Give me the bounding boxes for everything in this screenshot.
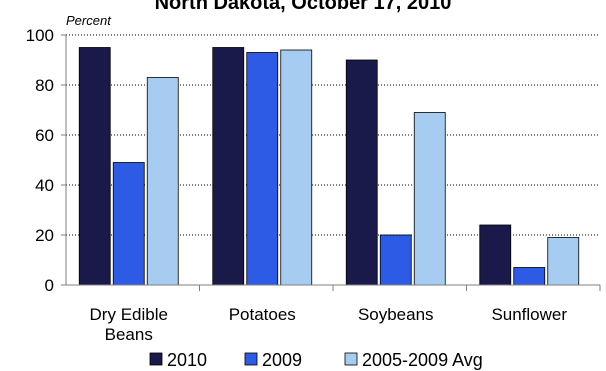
legend-swatch [344, 352, 358, 366]
bar-2005-2009-avg-0 [146, 77, 179, 286]
y-tick-label: 20 [35, 226, 54, 245]
bar-2009-3 [513, 267, 546, 286]
y-tick-label: 100 [26, 26, 54, 45]
legend-label: 2009 [262, 350, 302, 370]
y-axis-label: Percent [66, 13, 112, 28]
bar-2010-2 [345, 59, 378, 286]
bar-2009-2 [379, 234, 412, 286]
category-label: Potatoes [229, 305, 296, 324]
bar-2010-0 [78, 47, 111, 286]
category-label: Dry Edible [90, 305, 168, 324]
y-tick-label: 80 [35, 76, 54, 95]
category-label: Soybeans [358, 305, 434, 324]
bar-2005-2009-avg-2 [413, 112, 446, 286]
bar-2009-1 [246, 52, 279, 286]
category-label: Beans [105, 325, 153, 344]
bar-2010-3 [479, 224, 512, 286]
legend-swatch [149, 352, 163, 366]
axes [61, 34, 601, 291]
gridlines [66, 34, 600, 236]
y-tick-label: 40 [35, 176, 54, 195]
legend-label: 2005-2009 Avg [362, 350, 483, 370]
bar-2005-2009-avg-3 [547, 237, 580, 286]
y-tick-labels: 0 20 40 60 80 100 [26, 26, 54, 295]
bars [78, 47, 580, 286]
bar-2005-2009-avg-1 [280, 49, 313, 286]
y-tick-label: 60 [35, 126, 54, 145]
chart-title: North Dakota, October 17, 2010 [155, 0, 452, 14]
bar-2010-1 [212, 47, 245, 286]
bar-2009-0 [112, 162, 145, 286]
legend-swatch [244, 352, 258, 366]
legend-label: 2010 [167, 350, 207, 370]
y-tick-label: 0 [45, 276, 54, 295]
legend: 2010 2009 2005-2009 Avg [149, 350, 483, 370]
category-label: Sunflower [491, 305, 567, 324]
